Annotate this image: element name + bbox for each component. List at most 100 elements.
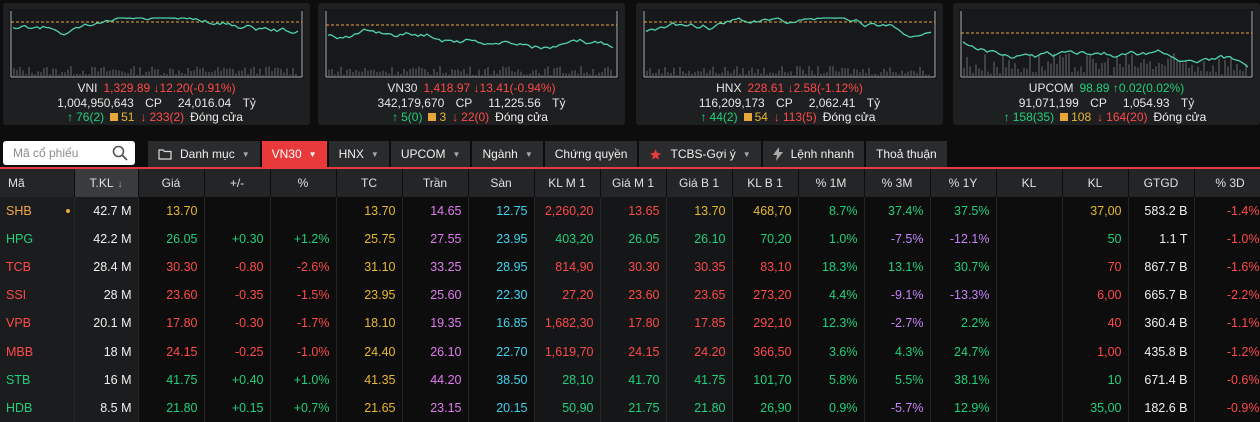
tab-tho-thu-n[interactable]: Thoả thuận — [866, 141, 947, 167]
cell-stock-code[interactable]: VPB — [0, 309, 75, 338]
tab-ng-nh[interactable]: Ngành ▼ — [472, 141, 543, 167]
cell-total-volume: 18 M — [74, 337, 139, 366]
cell-trade-value: 435.8 B — [1128, 337, 1195, 366]
tab-ch-ng-quy-n[interactable]: Chứng quyền — [544, 141, 638, 167]
arrow-up-icon: ↑ — [1003, 110, 1010, 124]
col-header-trade-value[interactable]: GTGD — [1128, 169, 1195, 197]
index-card-hnx[interactable]: HNX 228.61 ↓2.58(-1.12%) 116,209,173 CP 2,0… — [636, 3, 943, 125]
tab-danh-m-c[interactable]: Danh mục ▼ — [148, 141, 260, 167]
cell-stock-code[interactable]: TCB — [0, 253, 75, 282]
table-row[interactable]: SHB 42.7 M 13.70 13.70 14.65 12.75 2,260,20 13.… — [0, 197, 1260, 226]
col-header-ceiling[interactable]: Trần — [402, 169, 469, 197]
table-row[interactable]: SSI 28 M 23.60 -0.35 -1.5% 23.95 25.60 22.30 27,… — [0, 281, 1260, 310]
cell-change-3m: -7.5% — [864, 225, 931, 254]
col-header-best-sell-price[interactable]: Giá B 1 — [666, 169, 733, 197]
cell-reference-price: 31.10 — [336, 253, 403, 282]
lightning-icon — [772, 147, 783, 161]
cell-best-sell-price: 30.35 — [666, 253, 733, 282]
table-row[interactable]: MBB 18 M 24.15 -0.25 -1.0% 24.40 26.10 22.70 1,6… — [0, 337, 1260, 366]
cell-change-1m: 0.9% — [798, 393, 865, 422]
cell-stock-code[interactable]: MBB — [0, 337, 75, 366]
cell-price: 21.80 — [138, 393, 205, 422]
advancers-count: ↑ 5(0) — [392, 110, 423, 124]
col-header-volume[interactable]: KL — [1062, 169, 1129, 197]
cell-stock-code[interactable]: SSI — [0, 281, 75, 310]
table-row[interactable]: HDB 8.5 M 21.80 +0.15 +0.7% 21.65 23.15 20.15 50… — [0, 393, 1260, 422]
tab-label: Thoả thuận — [876, 147, 937, 161]
tab-upcom[interactable]: UPCOM ▼ — [390, 141, 471, 167]
cell-volume: 6,00 — [1062, 281, 1129, 310]
tab-tcbs-g-i-[interactable]: TCBS-Gợi ý ▼ — [639, 141, 761, 167]
col-header-change-3d[interactable]: % 3D — [1194, 169, 1260, 197]
unchanged-count: 54 — [743, 110, 771, 124]
index-turnover: 2,062.41 Tỷ — [808, 95, 881, 110]
index-volume: 1,004,950,643 CP — [57, 95, 162, 110]
cell-stock-code[interactable]: SHB — [0, 197, 75, 226]
col-header-floor[interactable]: Sàn — [468, 169, 535, 197]
advancers-count: ↑ 76(2) — [67, 110, 105, 124]
caret-down-icon[interactable]: ▼ — [370, 149, 379, 159]
table-row[interactable]: HPG 42.2 M 26.05 +0.30 +1.2% 25.75 27.55 23.95 4… — [0, 225, 1260, 254]
cell-trade-value: 182.6 B — [1128, 393, 1195, 422]
cell-stock-code[interactable]: STB — [0, 365, 75, 394]
cell-change-1y: 38.1% — [930, 365, 997, 394]
cell-stock-code[interactable]: HDB — [0, 393, 75, 422]
cell-best-sell-volume: 70,20 — [732, 225, 799, 254]
index-card-upcom[interactable]: UPCOM 98.89 ↑0.02(0.02%) 91,071,199 CP 1,05… — [953, 3, 1260, 125]
cell-change: +0.40 — [204, 365, 271, 394]
cell-best-buy-price: 30.30 — [600, 253, 667, 282]
col-header-change[interactable]: +/- — [204, 169, 271, 197]
cell-change-3d: -0.6% — [1194, 365, 1260, 394]
cell-match-volume — [996, 253, 1063, 282]
cell-volume: 40 — [1062, 309, 1129, 338]
table-row[interactable]: VPB 20.1 M 17.80 -0.30 -1.7% 18.10 19.35 16.85 1… — [0, 309, 1260, 338]
cell-total-volume: 16 M — [74, 365, 139, 394]
cell-best-buy-price: 21.75 — [600, 393, 667, 422]
col-header-best-buy-price[interactable]: Giá M 1 — [600, 169, 667, 197]
search-icon[interactable] — [112, 145, 128, 161]
index-card-vn30[interactable]: VN30 1,418.97 ↓13.41(-0.94%) 342,179,670 C… — [318, 3, 625, 125]
watch-dot-icon — [65, 209, 70, 213]
cell-best-sell-volume: 292,10 — [732, 309, 799, 338]
table-row[interactable]: TCB 28.4 M 30.30 -0.80 -2.6% 31.10 33.25 28.95 8… — [0, 253, 1260, 282]
caret-down-icon[interactable]: ▼ — [524, 149, 533, 159]
index-name: UPCOM — [1028, 81, 1074, 95]
tab-l-nh-nhanh[interactable]: Lệnh nhanh — [762, 141, 865, 167]
tab-vn30[interactable]: VN30 ▼ — [261, 141, 327, 167]
col-header-change-pct[interactable]: % — [270, 169, 337, 197]
stock-search-box[interactable] — [3, 141, 135, 165]
arrow-down-icon: ↓ — [773, 110, 780, 124]
cell-reference-price: 23.95 — [336, 281, 403, 310]
caret-down-icon[interactable]: ▼ — [742, 149, 751, 159]
cell-trade-value: 671.4 B — [1128, 365, 1195, 394]
cell-best-buy-price: 13.65 — [600, 197, 667, 226]
table-row[interactable]: STB 16 M 41.75 +0.40 +1.0% 41.35 44.20 38.50 28,… — [0, 365, 1260, 394]
cell-change-1m: 5.8% — [798, 365, 865, 394]
col-header-change-1m[interactable]: % 1M — [798, 169, 865, 197]
caret-down-icon[interactable]: ▼ — [241, 149, 250, 159]
col-header-match-volume[interactable]: KL — [996, 169, 1063, 197]
col-header-total-volume[interactable]: T.KL ↓ — [74, 169, 139, 197]
col-header-best-sell-vol[interactable]: KL B 1 — [732, 169, 799, 197]
cell-trade-value: 665.7 B — [1128, 281, 1195, 310]
cell-best-sell-volume: 101,70 — [732, 365, 799, 394]
col-header-change-3m[interactable]: % 3M — [864, 169, 931, 197]
col-header-code[interactable]: Mã — [0, 169, 75, 197]
col-header-change-1y[interactable]: % 1Y — [930, 169, 997, 197]
cell-stock-code[interactable]: HPG — [0, 225, 75, 254]
stock-search-input[interactable] — [11, 145, 115, 161]
cell-best-buy-price: 24.15 — [600, 337, 667, 366]
cell-change-1y: 12.9% — [930, 393, 997, 422]
caret-down-icon[interactable]: ▼ — [308, 149, 317, 159]
col-header-best-buy-vol[interactable]: KL M 1 — [534, 169, 601, 197]
cell-best-buy-price: 26.05 — [600, 225, 667, 254]
col-header-price[interactable]: Giá — [138, 169, 205, 197]
caret-down-icon[interactable]: ▼ — [452, 149, 461, 159]
cell-match-volume — [996, 309, 1063, 338]
col-header-reference[interactable]: TC — [336, 169, 403, 197]
market-status: Đóng cửa — [495, 110, 548, 124]
arrow-up-icon: ↑ — [700, 110, 707, 124]
tab-hnx[interactable]: HNX ▼ — [328, 141, 389, 167]
index-intraday-chart — [9, 9, 304, 79]
index-card-vni[interactable]: VNI 1,329.89 ↓12.20(-0.91%) 1,004,950,643 … — [3, 3, 310, 125]
